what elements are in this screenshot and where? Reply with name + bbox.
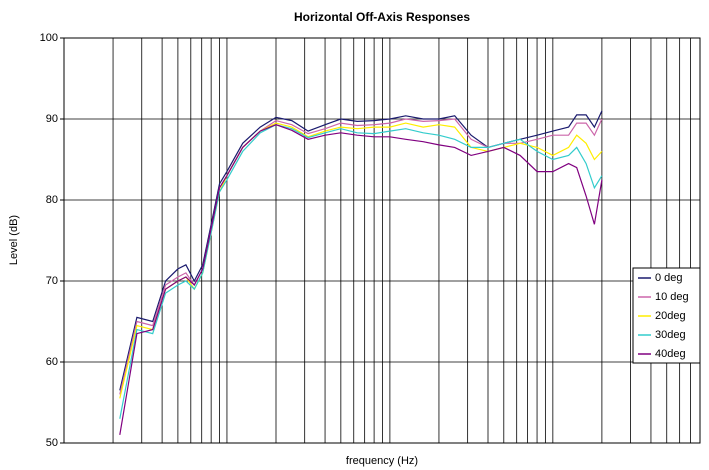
series-line xyxy=(119,124,603,419)
series-line xyxy=(119,110,603,391)
y-tick-label: 70 xyxy=(46,275,58,287)
legend-label: 20deg xyxy=(655,310,686,322)
y-tick-label: 60 xyxy=(46,356,58,368)
x-axis-label: frequency (Hz) xyxy=(346,455,418,467)
legend-label: 10 deg xyxy=(655,291,689,303)
plot-frame xyxy=(63,37,701,444)
y-tick-label: 50 xyxy=(46,437,58,449)
legend-label: 40deg xyxy=(655,348,686,360)
chart-title: Horizontal Off-Axis Responses xyxy=(294,10,470,24)
series-line xyxy=(119,118,603,395)
y-tick-label: 90 xyxy=(46,113,58,125)
y-tick-label: 100 xyxy=(40,32,58,44)
series-line xyxy=(119,124,603,435)
y-axis-label: Level (dB) xyxy=(8,215,20,265)
legend-label: 30deg xyxy=(655,329,686,341)
legend-label: 0 deg xyxy=(655,272,683,284)
y-tick-label: 80 xyxy=(46,194,58,206)
